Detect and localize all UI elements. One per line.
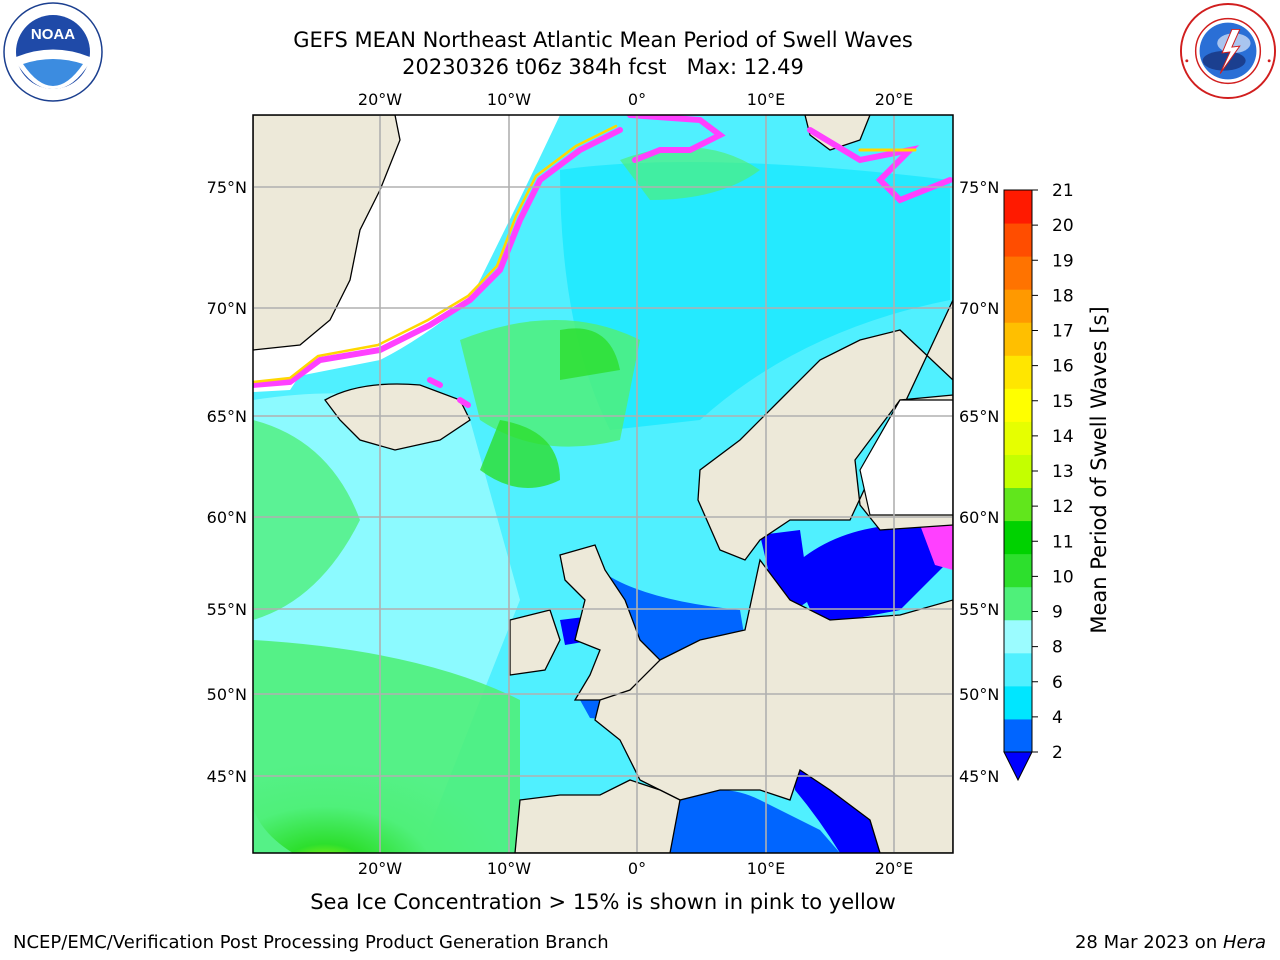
lat-label: 65°N <box>207 407 247 426</box>
colorbar-segment <box>1004 322 1032 356</box>
colorbar-tick-label: 9 <box>1052 603 1063 623</box>
colorbar-extend-arrow <box>1003 751 1033 782</box>
lon-label: 0° <box>628 90 646 109</box>
lat-label: 70°N <box>207 299 247 318</box>
colorbar-segment <box>1004 289 1032 323</box>
sea-ice-edge <box>253 115 953 408</box>
lat-label: 45°N <box>959 767 999 786</box>
colorbar-tick-label: 16 <box>1052 357 1074 377</box>
colorbar-segment <box>1004 355 1032 389</box>
lon-label: 20°W <box>358 859 402 878</box>
noaa-logo: NOAA <box>3 2 103 102</box>
colorbar-tick-label: 2 <box>1052 743 1063 763</box>
colorbar-segment <box>1004 256 1032 290</box>
colorbar-tick-label: 8 <box>1052 638 1063 658</box>
lat-label: 55°N <box>207 600 247 619</box>
svg-text:NOAA: NOAA <box>31 26 75 43</box>
lon-label: 10°E <box>747 90 785 109</box>
colorbar-title: Mean Period of Swell Waves [s] <box>1087 306 1111 633</box>
lon-label: 20°E <box>875 859 913 878</box>
colorbar-tick-label: 4 <box>1052 708 1063 728</box>
run-date: 28 Mar 2023 on <box>1074 932 1223 953</box>
host-name: Hera <box>1222 932 1266 953</box>
lon-label: 10°E <box>747 859 785 878</box>
colorbar-tick-label: 14 <box>1052 427 1074 447</box>
baltic-sea <box>760 530 810 620</box>
lat-label: 60°N <box>207 508 247 527</box>
colorbar-tick-label: 13 <box>1052 462 1074 482</box>
colorbar-segment <box>1004 421 1032 455</box>
mediterranean-sea <box>670 790 840 853</box>
colorbar: 2 4 6 8 9 10 11 12 13 14 15 16 17 18 19 20 21 <box>1003 181 1074 782</box>
sea-ice-footnote: Sea Ice Concentration > 15% is shown in … <box>310 890 896 914</box>
nws-logo <box>1179 2 1277 100</box>
colorbar-segment <box>1004 388 1032 422</box>
lat-label: 55°N <box>959 600 999 619</box>
chart-title: GEFS MEAN Northeast Atlantic Mean Period… <box>293 28 913 52</box>
colorbar-tick-label: 18 <box>1052 286 1074 306</box>
colorbar-segment <box>1004 619 1032 654</box>
colorbar-tick-label: 15 <box>1052 392 1074 412</box>
lon-label: 10°W <box>487 90 531 109</box>
lat-label: 60°N <box>959 508 999 527</box>
colorbar-segment <box>1004 586 1032 621</box>
colorbar-segment <box>1004 223 1032 257</box>
lat-label: 75°N <box>207 178 247 197</box>
lon-label: 20°W <box>358 90 402 109</box>
colorbar-tick-label: 17 <box>1052 322 1074 342</box>
iceland <box>324 383 471 451</box>
lon-label: 0° <box>628 859 646 878</box>
lat-label: 70°N <box>959 299 999 318</box>
lon-label: 20°E <box>875 90 913 109</box>
colorbar-tick-label: 19 <box>1052 251 1074 271</box>
producer-credit: NCEP/EMC/Verification Post Processing Pr… <box>13 932 609 953</box>
lat-label: 45°N <box>207 767 247 786</box>
iberia <box>514 779 681 853</box>
lon-label: 10°W <box>487 859 531 878</box>
lat-label: 65°N <box>959 407 999 426</box>
colorbar-segment <box>1004 553 1032 588</box>
colorbar-tick-label: 6 <box>1052 673 1063 693</box>
map-area <box>253 115 953 853</box>
continental-europe <box>594 558 953 853</box>
colorbar-tick-label: 12 <box>1052 497 1074 517</box>
longitude-labels-top: 20°W 10°W 0° 10°E 20°E <box>358 90 913 109</box>
colorbar-segment <box>1004 685 1032 720</box>
lat-label: 50°N <box>959 685 999 704</box>
run-date-credit: 28 Mar 2023 on Hera <box>1075 932 1266 953</box>
colorbar-tick-label: 20 <box>1052 216 1074 236</box>
latitude-labels-right: 75°N 70°N 65°N 60°N 55°N 50°N 45°N <box>959 178 999 786</box>
longitude-labels-bottom: 20°W 10°W 0° 10°E 20°E <box>358 859 913 878</box>
colorbar-segment <box>1004 190 1032 224</box>
lat-label: 75°N <box>959 178 999 197</box>
map-frame <box>252 114 954 854</box>
chart-subtitle: 20230326 t06z 384h fcst Max: 12.49 <box>402 55 804 79</box>
colorbar-tick-label: 10 <box>1052 567 1074 587</box>
greenland <box>253 115 401 351</box>
colorbar-tick-label: 11 <box>1052 532 1074 552</box>
colorbar-segment <box>1004 652 1032 687</box>
colorbar-segment <box>1004 718 1032 753</box>
colorbar-tick-label: 21 <box>1052 181 1074 201</box>
colorbar-segment <box>1004 487 1032 522</box>
colorbar-segment <box>1004 454 1032 489</box>
latitude-labels-left: 75°N 70°N 65°N 60°N 55°N 50°N 45°N <box>207 178 247 786</box>
lat-label: 50°N <box>207 685 247 704</box>
ireland <box>509 609 561 676</box>
colorbar-segment <box>1004 520 1032 555</box>
gridlines <box>253 115 953 853</box>
